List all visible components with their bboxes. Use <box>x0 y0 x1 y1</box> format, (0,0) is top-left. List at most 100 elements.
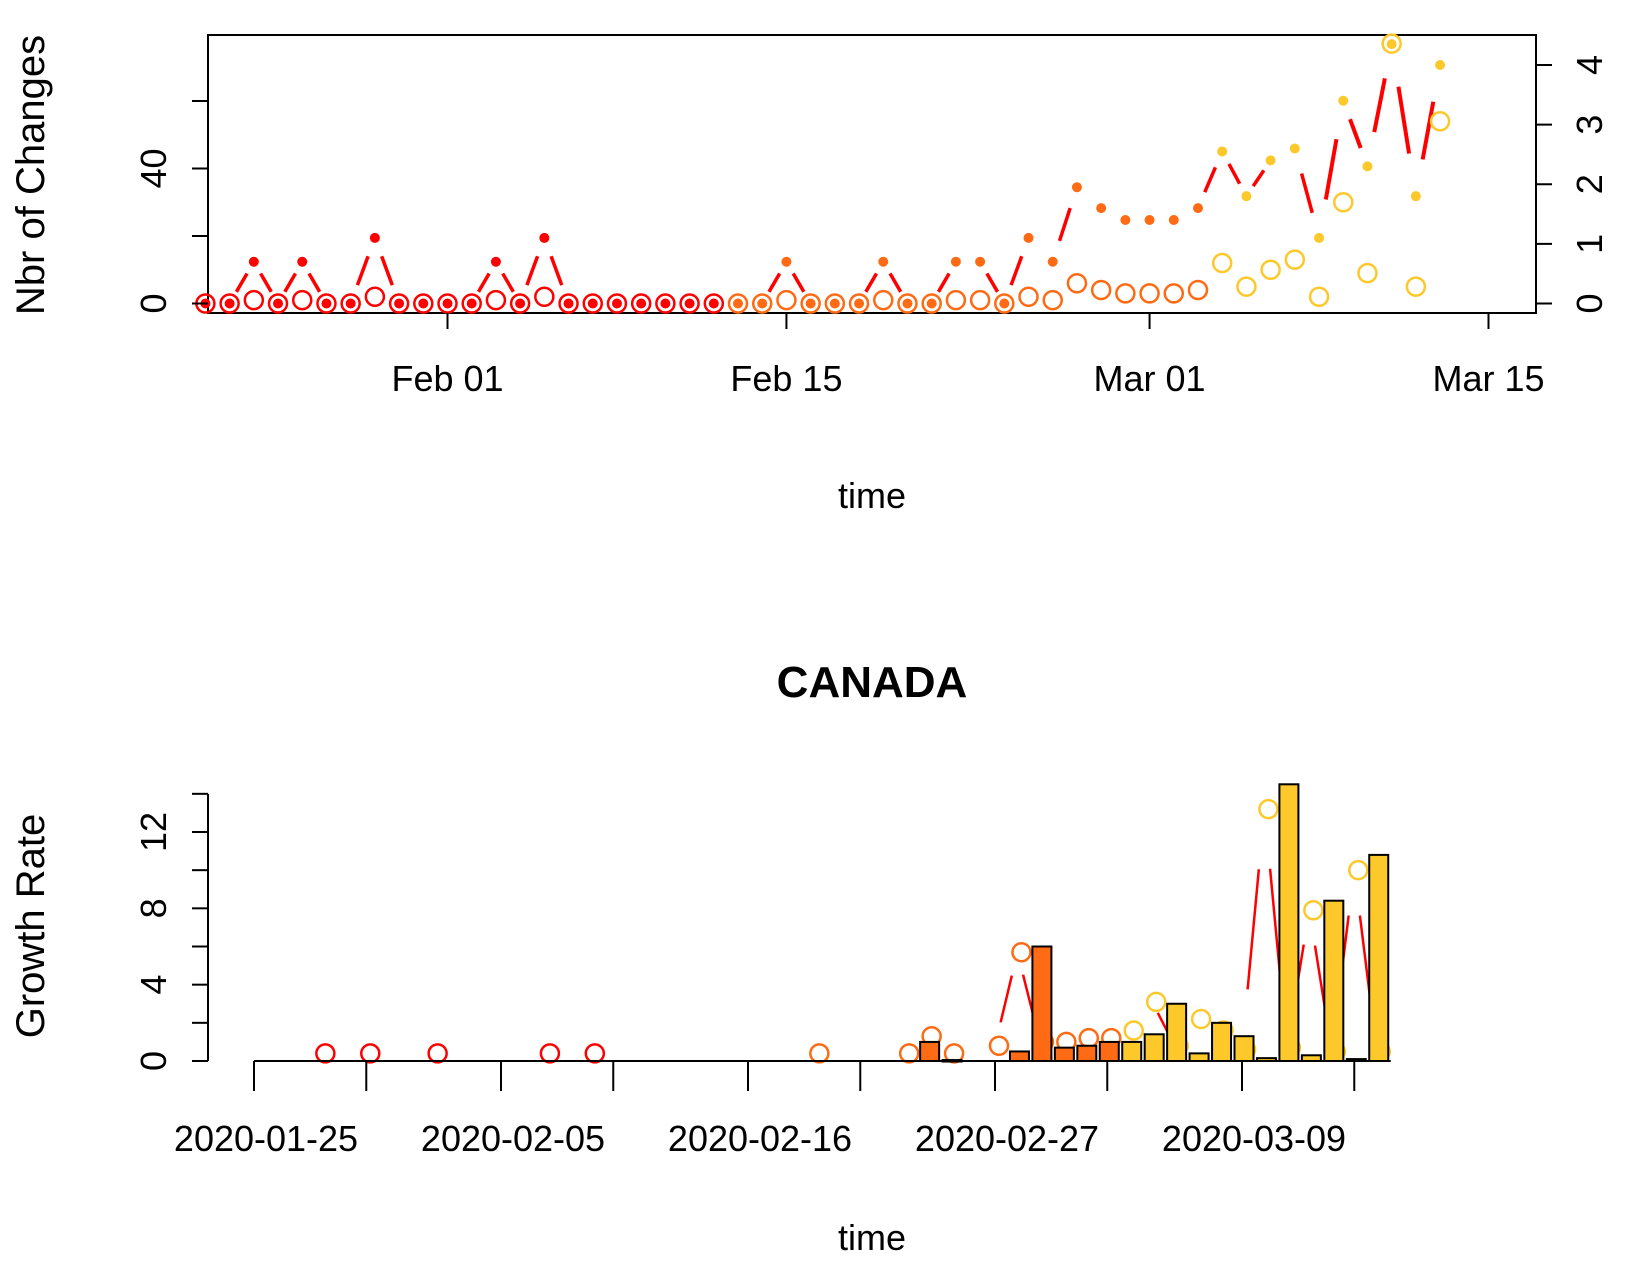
top-x-tick-label: Feb 15 <box>730 358 842 399</box>
top-open-point <box>679 293 700 314</box>
top-series-segment <box>1203 166 1218 193</box>
bottom-bar <box>1166 1002 1188 1062</box>
top-dot-point <box>950 256 961 267</box>
top-dot-point <box>1410 191 1421 202</box>
bottom-bar <box>919 1040 941 1062</box>
top-series-segment <box>283 272 297 293</box>
top-open-point <box>1260 259 1281 280</box>
top-dot-point <box>684 298 695 309</box>
top-series-segment <box>791 272 806 293</box>
bottom-bar <box>1368 853 1390 1063</box>
bottom-open-point <box>988 1035 1010 1056</box>
top-open-point <box>219 293 240 314</box>
bottom-bar <box>1278 783 1300 1063</box>
top-open-point <box>316 293 337 314</box>
top-series-segment <box>525 255 540 286</box>
bottom-y-axis-label: Growth Rate <box>9 814 53 1039</box>
top-open-point <box>824 293 846 314</box>
bottom-bar <box>1233 1035 1255 1062</box>
bottom-open-point <box>427 1043 448 1064</box>
bottom-chart: CANADA 2020-01-25 2020-02-05 2020-02-16 202… <box>9 658 1391 1258</box>
top-series-segment <box>985 272 1000 293</box>
top-open-point <box>655 293 676 314</box>
top-open-point <box>413 293 434 314</box>
bottom-chart-axes: 2020-01-25 2020-02-05 2020-02-16 2020-02-27… <box>133 792 1391 1159</box>
top-dot-point <box>248 256 259 267</box>
top-dot-point <box>515 298 526 309</box>
top-open-point <box>558 293 579 314</box>
top-y-axis-label: Nbr of Changes <box>9 35 53 315</box>
top-dot-point <box>1047 256 1058 267</box>
top-dot-point <box>394 298 405 309</box>
top-plot-frame <box>207 34 1537 314</box>
top-x-tick-label: Feb 01 <box>391 358 503 399</box>
top-dot-point <box>660 298 671 309</box>
top-y2-tick-label: 2 <box>1569 174 1610 194</box>
bottom-open-point <box>809 1043 830 1064</box>
top-open-point <box>1066 273 1088 294</box>
top-series-segment <box>1396 86 1412 154</box>
top-open-point <box>364 286 386 307</box>
top-open-point <box>776 289 797 311</box>
top-dot-point <box>1435 60 1446 70</box>
bottom-chart-marks <box>315 783 1391 1064</box>
top-open-point <box>606 293 628 314</box>
top-chart-axes: Feb 01 Feb 15 Mar 01 Mar 15 0 40 0 1 2 3 4 <box>133 55 1610 399</box>
top-series-segment <box>1372 77 1387 133</box>
top-dot-point <box>1217 146 1228 157</box>
top-series-segment <box>767 272 782 293</box>
bottom-open-point <box>1190 1008 1212 1030</box>
bottom-y-tick-label: 0 <box>133 1051 174 1071</box>
top-dot-point <box>975 256 986 267</box>
top-dot-point <box>708 298 719 309</box>
top-series-segment <box>476 272 491 293</box>
top-dot-point <box>273 298 284 309</box>
top-open-point <box>1381 33 1402 54</box>
top-series-segment <box>1299 173 1314 214</box>
bottom-open-point <box>584 1043 606 1064</box>
top-x-tick-label: Mar 01 <box>1094 358 1206 399</box>
top-open-point <box>388 293 410 314</box>
top-series-segment <box>549 255 564 286</box>
top-open-point <box>340 293 361 314</box>
bottom-bar <box>1008 1050 1030 1063</box>
top-dot-point <box>539 232 550 243</box>
top-open-point <box>800 293 821 314</box>
bottom-bar <box>1143 1033 1165 1062</box>
top-open-point <box>751 293 773 314</box>
top-open-point <box>921 293 942 314</box>
top-open-point <box>1018 286 1039 307</box>
top-series-segment <box>501 272 515 293</box>
top-x-tick-label: Mar 15 <box>1432 358 1544 399</box>
top-dot-point <box>418 298 429 309</box>
top-open-point <box>1308 286 1330 307</box>
top-open-point <box>1284 249 1306 270</box>
bottom-open-point <box>315 1043 336 1064</box>
top-chart-marks <box>195 33 1451 314</box>
top-dot-point <box>757 298 768 309</box>
bottom-series-segment <box>1246 869 1261 990</box>
top-dot-point <box>829 298 840 309</box>
bottom-x-tick-label: 2020-02-05 <box>421 1118 605 1159</box>
top-open-point <box>509 293 531 314</box>
top-dot-point <box>1386 39 1397 50</box>
top-open-point <box>1139 283 1160 304</box>
top-open-point <box>1357 262 1378 284</box>
bottom-open-point <box>1258 798 1279 820</box>
top-open-point <box>1332 192 1354 213</box>
top-open-point <box>703 293 725 314</box>
top-chart: Feb 01 Feb 15 Mar 01 Mar 15 0 40 0 1 2 3 4 Nbr of … <box>9 33 1610 516</box>
top-dot-point <box>297 256 308 267</box>
top-series-segment <box>1323 138 1339 200</box>
top-series-segment <box>1348 118 1363 149</box>
bottom-x-axis-label: time <box>838 1217 906 1258</box>
bottom-open-point <box>539 1043 561 1064</box>
top-dot-point <box>490 256 501 267</box>
top-y2-tick-label: 1 <box>1569 234 1610 254</box>
bottom-open-point <box>1078 1027 1100 1049</box>
top-dot-point <box>1314 232 1325 243</box>
bottom-open-point <box>1348 859 1369 881</box>
bottom-bar <box>1323 899 1345 1063</box>
bottom-open-point <box>898 1043 920 1064</box>
top-series-segment <box>1227 163 1242 185</box>
